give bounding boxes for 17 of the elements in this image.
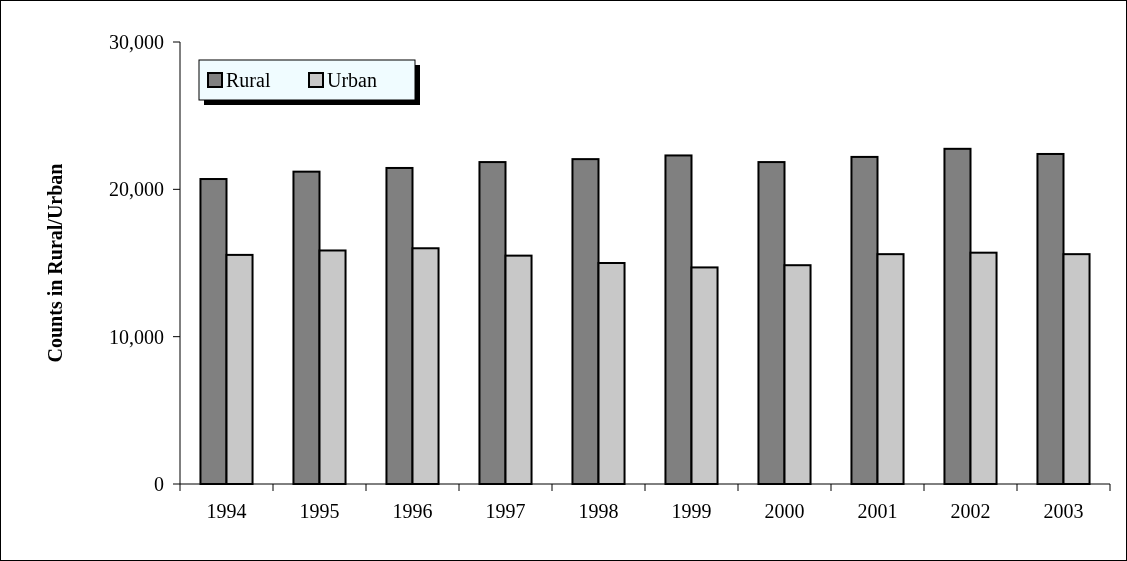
x-tick-label: 1996 xyxy=(392,500,433,522)
y-tick-label: 30,000 xyxy=(109,31,164,53)
legend-label: Urban xyxy=(327,69,377,91)
x-tick-label: 1995 xyxy=(299,500,340,522)
x-tick-label: 1997 xyxy=(485,500,526,522)
x-tick-label: 2003 xyxy=(1043,500,1084,522)
legend-label: Rural xyxy=(226,69,271,91)
x-tick-label: 2002 xyxy=(950,500,991,522)
x-tick-label: 1998 xyxy=(578,500,619,522)
x-tick-label: 1999 xyxy=(671,500,712,522)
y-axis-title: Counts in Rural/Urban xyxy=(44,163,66,363)
x-tick-label: 1994 xyxy=(206,500,247,522)
y-tick-label: 10,000 xyxy=(109,325,164,348)
y-tick-label: 0 xyxy=(154,473,164,495)
y-tick-label: 20,000 xyxy=(109,178,164,201)
x-tick-label: 2000 xyxy=(764,500,805,522)
x-tick-label: 2001 xyxy=(857,500,898,522)
